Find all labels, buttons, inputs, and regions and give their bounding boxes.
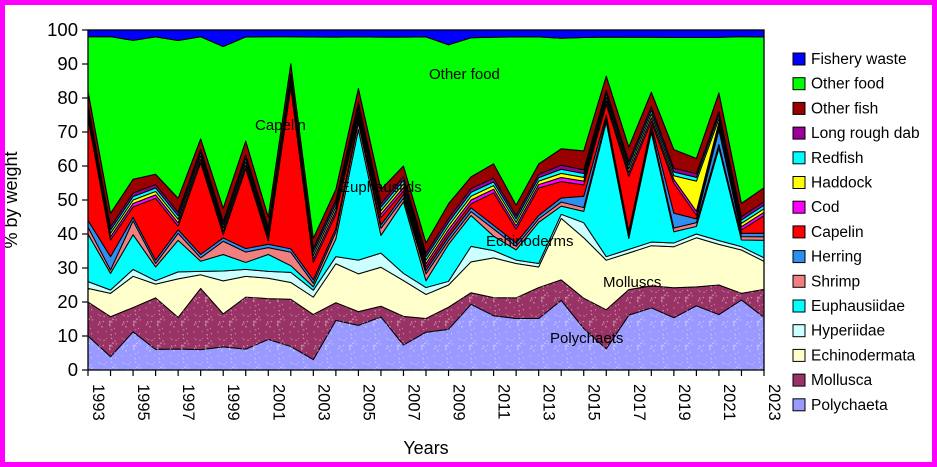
svg-text:2023: 2023 <box>765 384 783 421</box>
svg-text:2017: 2017 <box>630 384 648 421</box>
svg-text:2013: 2013 <box>540 384 558 421</box>
svg-text:Cod: Cod <box>811 199 839 216</box>
svg-text:80: 80 <box>57 87 78 108</box>
svg-text:Long rough dab: Long rough dab <box>811 125 920 142</box>
svg-text:Polychaeta: Polychaeta <box>811 397 888 414</box>
svg-text:70: 70 <box>57 121 78 142</box>
svg-text:Echinoderms: Echinoderms <box>486 233 574 250</box>
svg-text:Hyperiidae: Hyperiidae <box>811 323 885 340</box>
svg-text:Molluscs: Molluscs <box>603 274 661 291</box>
svg-text:Euphausiids: Euphausiids <box>340 179 422 196</box>
svg-text:2015: 2015 <box>585 384 603 421</box>
svg-text:Polychaets: Polychaets <box>550 330 623 347</box>
svg-text:2019: 2019 <box>675 384 693 421</box>
svg-text:2021: 2021 <box>720 384 738 421</box>
svg-text:1993: 1993 <box>89 384 107 421</box>
svg-text:2011: 2011 <box>495 384 513 419</box>
svg-text:10: 10 <box>57 325 78 346</box>
svg-text:Herring: Herring <box>811 249 862 266</box>
svg-text:30: 30 <box>57 257 78 278</box>
svg-text:Mollusca: Mollusca <box>811 372 873 389</box>
svg-text:100: 100 <box>47 19 78 40</box>
svg-text:Fishery waste: Fishery waste <box>811 51 907 68</box>
svg-text:20: 20 <box>57 291 78 312</box>
svg-text:1995: 1995 <box>134 384 152 421</box>
svg-text:Years: Years <box>403 438 448 458</box>
svg-text:Haddock: Haddock <box>811 175 872 192</box>
svg-text:Echinodermata: Echinodermata <box>811 347 916 364</box>
svg-text:Other fish: Other fish <box>811 100 878 117</box>
svg-text:40: 40 <box>57 223 78 244</box>
svg-text:2007: 2007 <box>404 384 422 421</box>
svg-text:2005: 2005 <box>359 384 377 421</box>
svg-text:Capelin: Capelin <box>255 117 306 134</box>
svg-text:2001: 2001 <box>269 384 287 421</box>
svg-text:1997: 1997 <box>179 384 197 421</box>
svg-text:50: 50 <box>57 189 78 210</box>
svg-text:Euphausiidae: Euphausiidae <box>811 298 905 315</box>
svg-text:Redfish: Redfish <box>811 150 864 167</box>
svg-text:Other food: Other food <box>429 66 500 83</box>
svg-text:Other food: Other food <box>811 76 884 93</box>
svg-text:90: 90 <box>57 53 78 74</box>
svg-text:1999: 1999 <box>224 384 242 421</box>
svg-text:0: 0 <box>68 359 78 380</box>
svg-text:60: 60 <box>57 155 78 176</box>
svg-text:Shrimp: Shrimp <box>811 273 860 290</box>
svg-text:2003: 2003 <box>314 384 332 421</box>
svg-text:2009: 2009 <box>450 384 468 421</box>
svg-text:Capelin: Capelin <box>811 224 864 241</box>
